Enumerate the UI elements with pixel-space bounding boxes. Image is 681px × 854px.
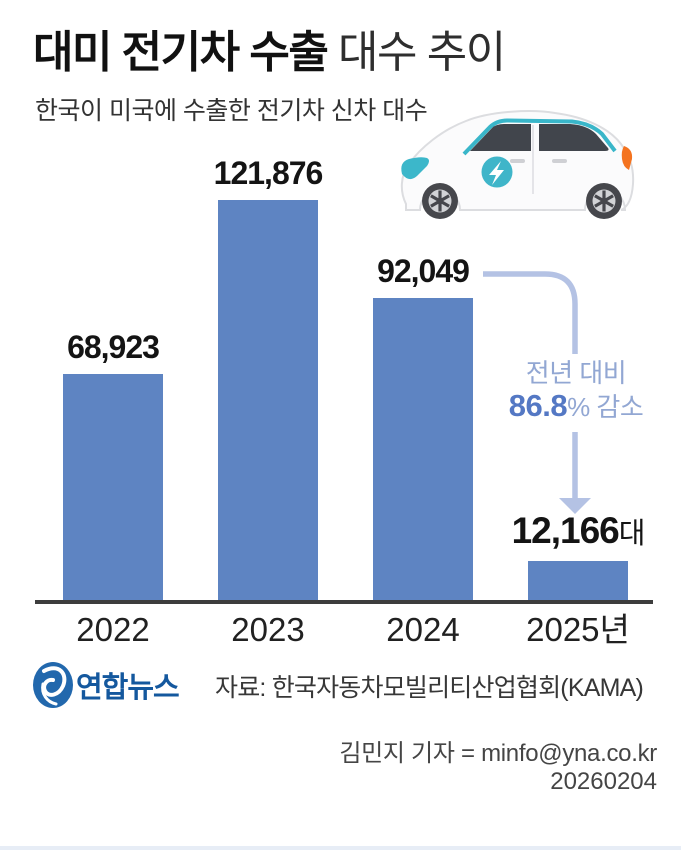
car-door-handle-rear	[552, 159, 567, 163]
bar-2022	[63, 374, 163, 601]
bar-2025년	[528, 561, 628, 601]
unit-suffix: 대	[618, 518, 646, 550]
ev-car-illustration	[400, 110, 635, 219]
x-axis-label-2025년: 2025년	[526, 611, 630, 648]
bottom-divider	[0, 846, 681, 850]
page-title: 대미 전기차 수출 대수 추이	[33, 26, 506, 80]
x-axis-line	[35, 600, 653, 604]
car-headlight	[401, 157, 429, 180]
reporter-byline: 김민지 기자 = minfo@yna.co.kr	[339, 740, 657, 767]
bar-value-label-2025년: 12,166대	[511, 510, 646, 551]
car-door-handle-front	[510, 159, 525, 163]
car-front-wheel	[422, 183, 458, 219]
page-subtitle: 한국이 미국에 수출한 전기차 신차 대수	[35, 97, 428, 125]
annotation-line1: 전년 대비	[525, 358, 627, 388]
bar-2023	[218, 200, 318, 601]
car-rear-window	[539, 124, 609, 151]
bar-2024	[373, 298, 473, 601]
annotation-line2: 86.8% 감소	[466, 390, 681, 423]
x-axis-label-2022: 2022	[76, 611, 150, 648]
car-rear-wheel	[586, 183, 622, 219]
car-front-window	[470, 124, 531, 151]
bar-value-label-2024: 92,049	[377, 253, 470, 289]
car-taillight	[621, 146, 633, 170]
x-axis-label-2024: 2024	[386, 611, 460, 648]
annotation-percent: 86.8	[508, 388, 568, 423]
x-axis-label-2023: 2023	[231, 611, 305, 648]
annotation-suffix: % 감소	[567, 392, 644, 422]
source-credit: 자료: 한국자동차모빌리티산업협회(KAMA)	[215, 674, 644, 702]
title-bold-part: 대미 전기차 수출	[33, 28, 329, 77]
yonhap-news-logo	[33, 662, 73, 708]
bar-value-label-2022: 68,923	[67, 329, 160, 365]
car-roof-accent	[462, 118, 617, 156]
logo-wordmark: 연합뉴스	[76, 672, 180, 704]
decrease-arrow-icon	[483, 271, 591, 514]
bar-value-label-2023: 121,876	[213, 155, 324, 191]
date-stamp: 20260204	[550, 768, 657, 795]
lightning-bolt-icon	[489, 161, 504, 185]
title-light-part: 대수 추이	[327, 28, 506, 77]
